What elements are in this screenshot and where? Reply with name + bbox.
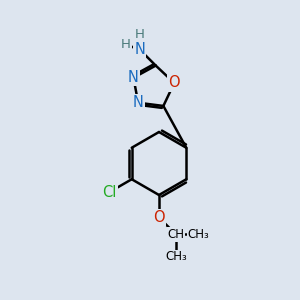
Text: N: N	[134, 42, 145, 57]
Text: N: N	[128, 70, 139, 85]
Text: O: O	[153, 210, 165, 225]
Text: O: O	[168, 76, 180, 91]
Text: N: N	[133, 95, 144, 110]
Text: H: H	[121, 38, 131, 51]
Text: CH₃: CH₃	[188, 228, 209, 241]
Text: H: H	[135, 28, 145, 41]
Text: Cl: Cl	[102, 184, 117, 200]
Text: CH: CH	[167, 228, 184, 241]
Text: CH₃: CH₃	[165, 250, 187, 263]
